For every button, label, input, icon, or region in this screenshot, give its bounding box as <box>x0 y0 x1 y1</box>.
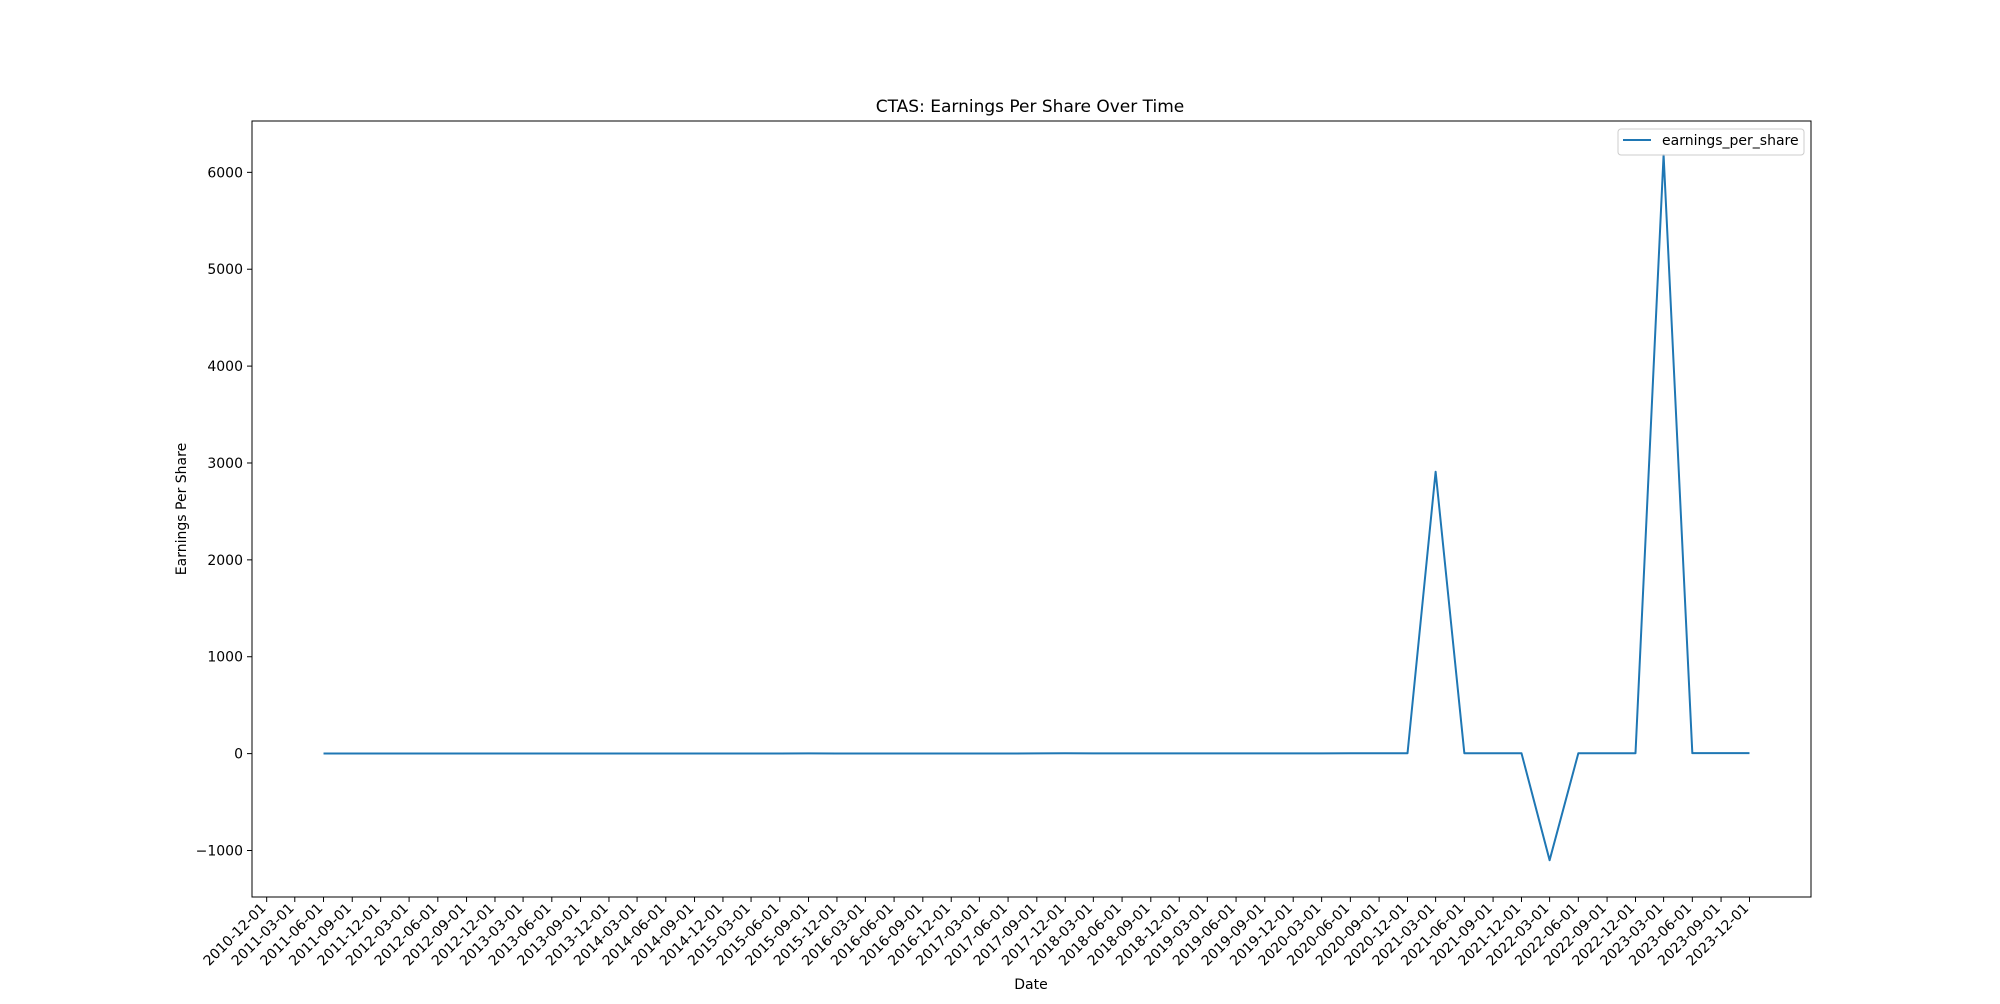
plot-area-frame <box>252 121 1811 897</box>
y-tick-label: 4000 <box>207 359 243 375</box>
y-tick-label: −1000 <box>196 843 243 859</box>
y-tick-label: 0 <box>234 747 243 763</box>
series-line-earnings-per-share <box>324 155 1750 860</box>
y-tick-label: 5000 <box>207 262 243 278</box>
x-axis-ticks: 2010-12-012011-03-012011-06-012011-09-01… <box>201 897 1753 969</box>
y-axis-ticks: −1000 0 1000 2000 3000 4000 5000 6000 <box>196 165 252 859</box>
legend-series-label: earnings_per_share <box>1662 133 1799 149</box>
legend: earnings_per_share <box>1618 129 1804 155</box>
x-axis-label: Date <box>1014 977 1047 993</box>
y-tick-label: 2000 <box>207 553 243 569</box>
chart-title: CTAS: Earnings Per Share Over Time <box>876 97 1185 117</box>
y-tick-label: 3000 <box>207 456 243 472</box>
y-tick-label: 6000 <box>207 165 243 181</box>
y-axis-label: Earnings Per Share <box>174 443 190 575</box>
y-tick-label: 1000 <box>207 650 243 666</box>
series-layer <box>323 155 1749 860</box>
